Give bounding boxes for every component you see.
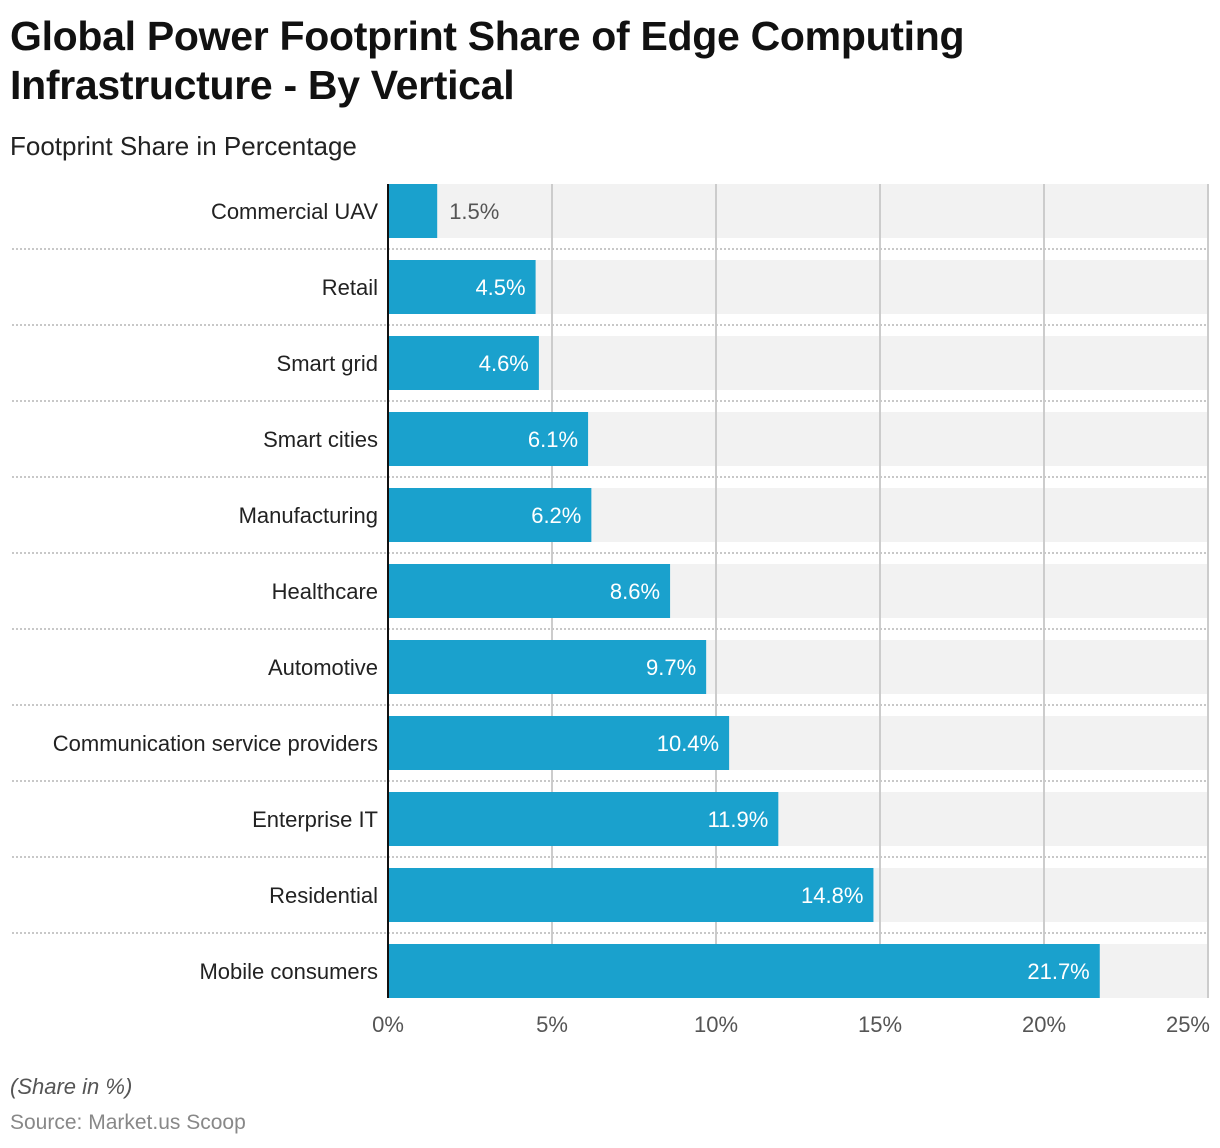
category-label: Smart cities — [263, 427, 378, 452]
bar — [388, 564, 671, 618]
data-label: 4.6% — [479, 351, 529, 376]
chart-title: Global Power Footprint Share of Edge Com… — [10, 13, 965, 108]
data-label: 10.4% — [657, 731, 719, 756]
bar — [388, 716, 730, 770]
data-label: 21.7% — [1027, 959, 1089, 984]
data-label: 1.5% — [449, 199, 499, 224]
x-tick-label: 20% — [1022, 1012, 1066, 1037]
category-label: Communication service providers — [53, 731, 378, 756]
data-label: 9.7% — [646, 655, 696, 680]
chart-subtitle: Footprint Share in Percentage — [10, 131, 357, 161]
bar — [388, 412, 589, 466]
x-tick-label: 5% — [536, 1012, 568, 1037]
category-label: Commercial UAV — [211, 199, 378, 224]
category-label: Automotive — [268, 655, 378, 680]
bar — [388, 792, 779, 846]
bar — [388, 640, 707, 694]
category-label: Smart grid — [277, 351, 378, 376]
category-label: Healthcare — [272, 579, 378, 604]
chart-source: Source: Market.us Scoop — [10, 1111, 246, 1134]
x-tick-label: 10% — [694, 1012, 738, 1037]
bar-background — [388, 184, 1208, 238]
category-label: Enterprise IT — [252, 807, 378, 832]
data-label: 6.2% — [531, 503, 581, 528]
bar — [388, 944, 1100, 998]
bar — [388, 336, 539, 390]
data-label: 4.5% — [475, 275, 525, 300]
category-label: Manufacturing — [239, 503, 378, 528]
data-label: 14.8% — [801, 883, 863, 908]
bar — [388, 184, 438, 238]
x-tick-label: 0% — [372, 1012, 404, 1037]
category-label: Residential — [269, 883, 378, 908]
bar — [388, 868, 874, 922]
chart-note: (Share in %) — [10, 1074, 133, 1099]
x-tick-label: 15% — [858, 1012, 902, 1037]
data-label: 11.9% — [708, 807, 769, 832]
category-label: Retail — [322, 275, 378, 300]
x-tick-label: 25% — [1166, 1012, 1210, 1037]
category-label: Mobile consumers — [199, 959, 378, 984]
bar — [388, 488, 592, 542]
data-label: 8.6% — [610, 579, 660, 604]
data-label: 6.1% — [528, 427, 578, 452]
bar-chart: 0% 5% 10% 15% 20% 25% Commercial UAV 1.5% Retail… — [12, 184, 1210, 1037]
bar — [388, 260, 536, 314]
